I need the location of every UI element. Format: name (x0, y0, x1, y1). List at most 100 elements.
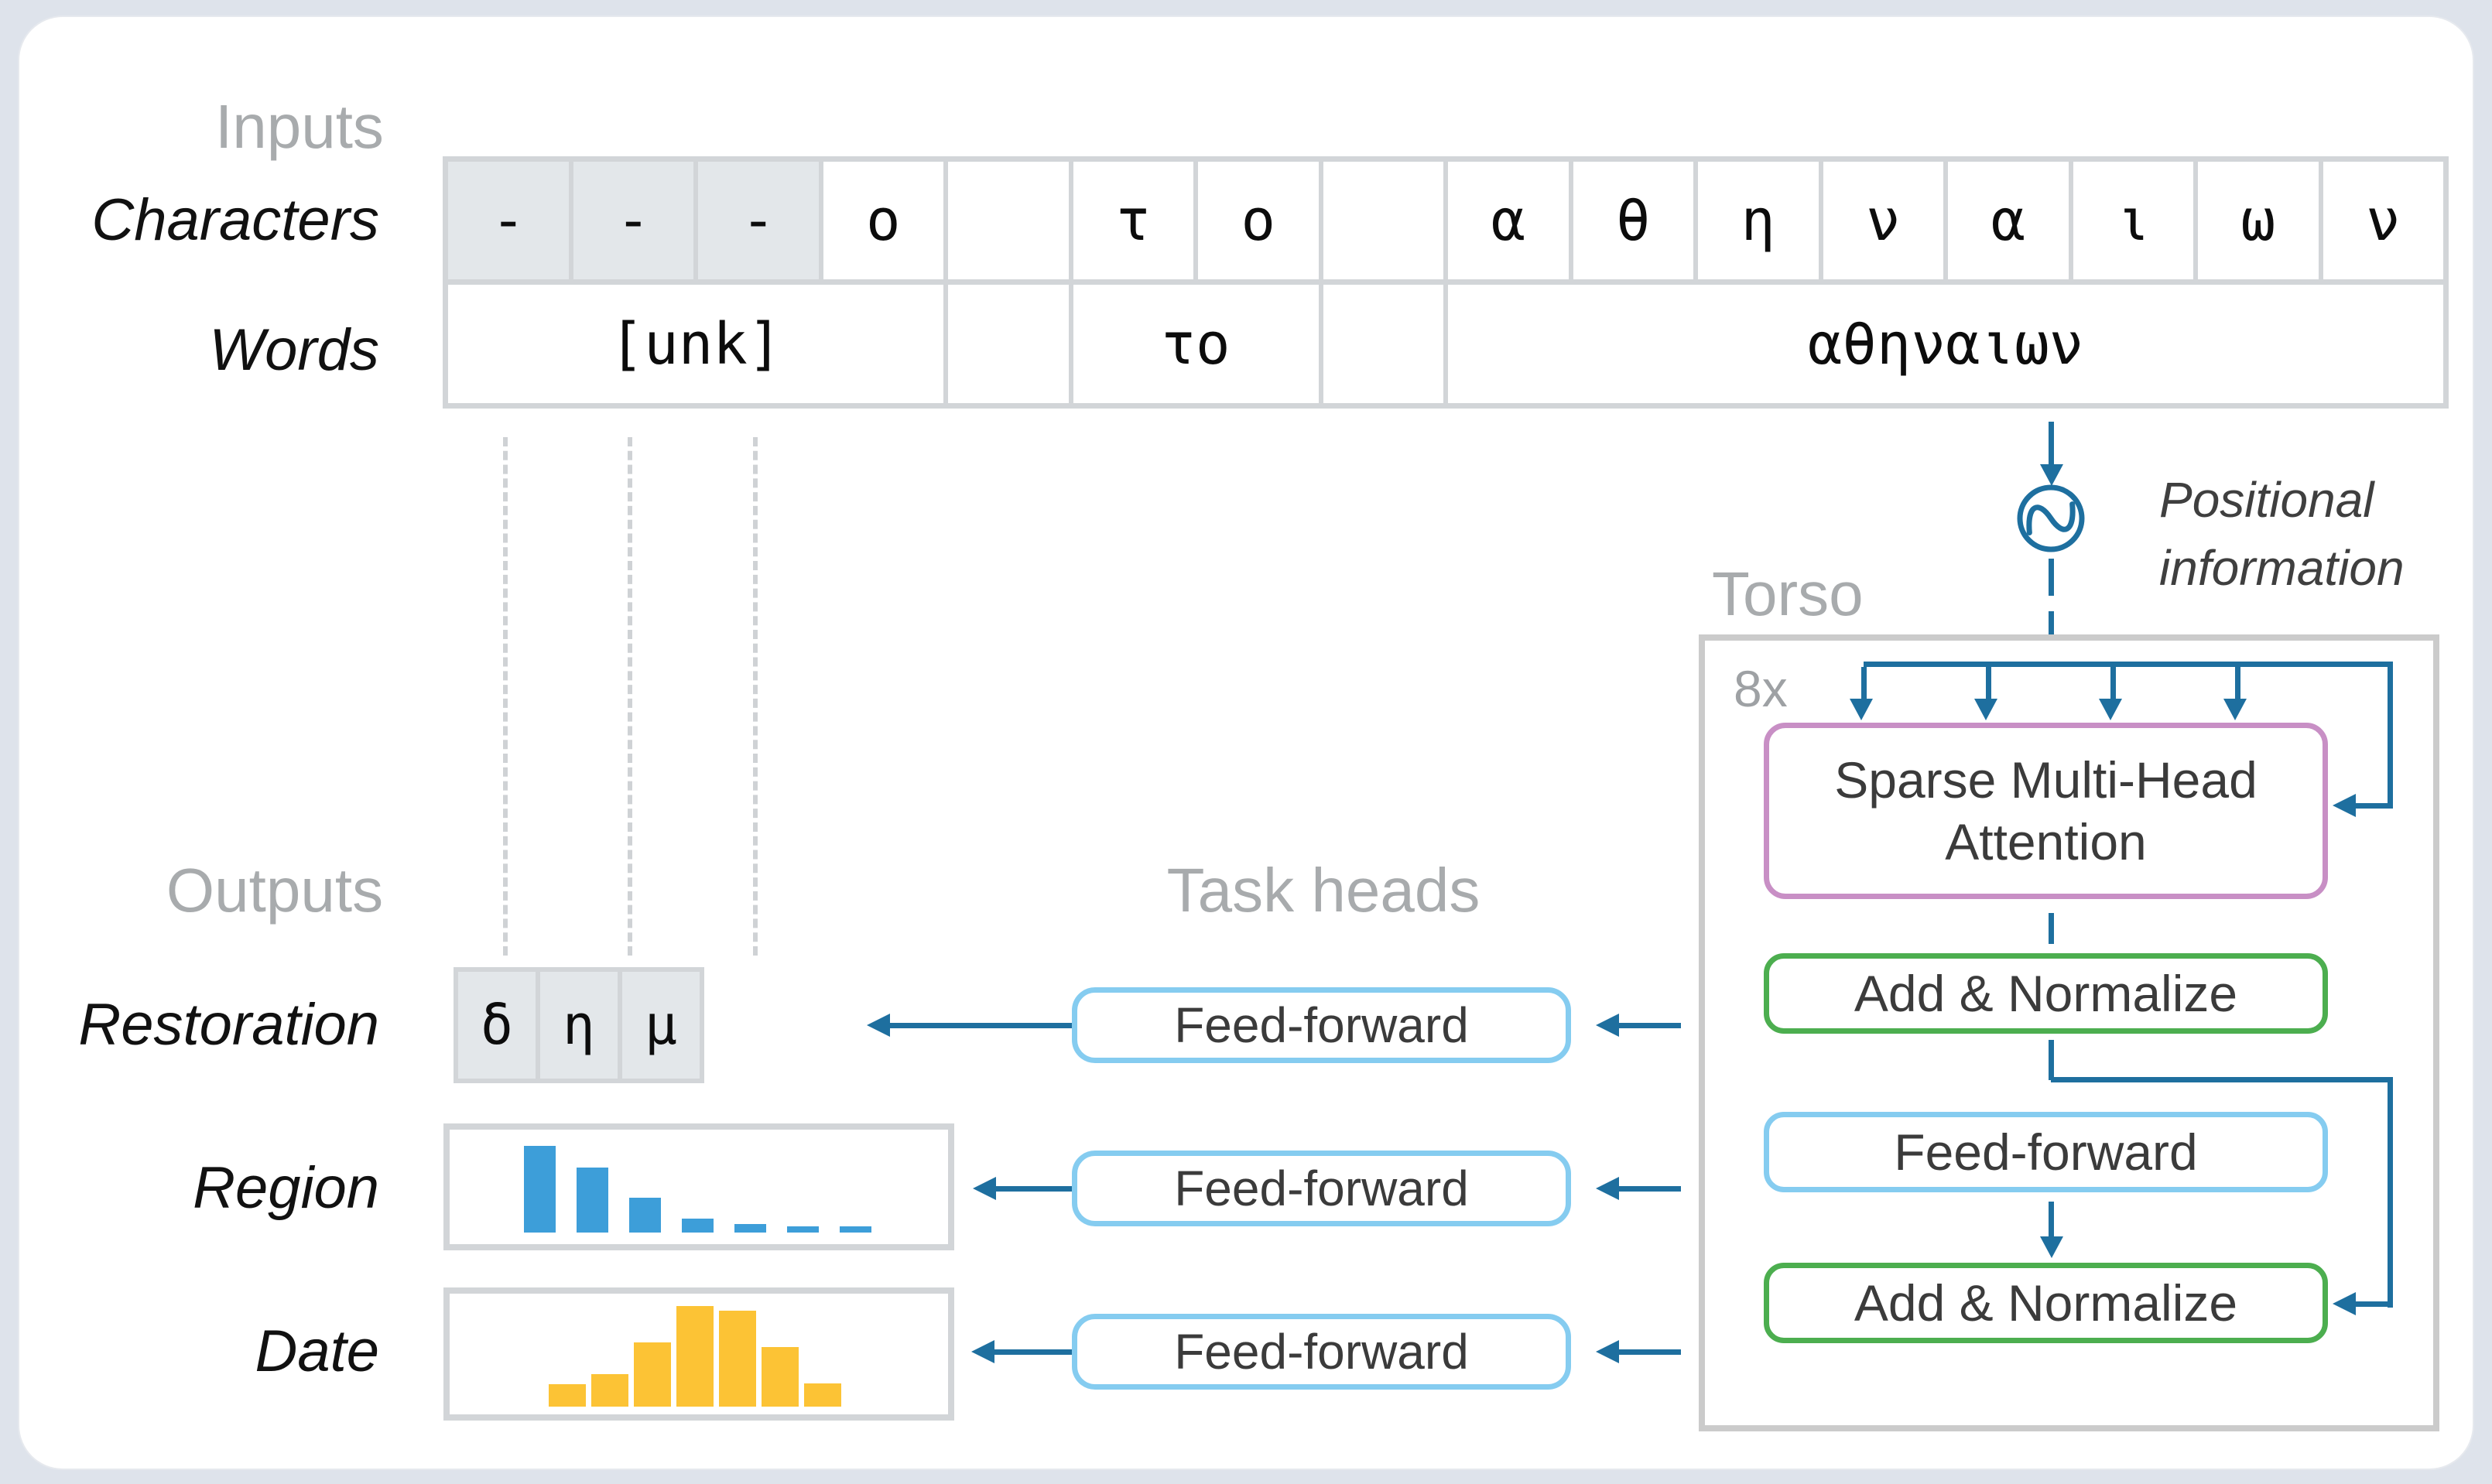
fan-arrow-stem (2110, 667, 2116, 700)
torso-to-head-arrow (1619, 1023, 1681, 1028)
torso-to-head-arrow-icon (1596, 1177, 1619, 1200)
histogram-bar (840, 1226, 871, 1233)
date-histogram (443, 1287, 954, 1421)
fan-arrow-head-icon (1974, 699, 1997, 720)
attention-skip-line (2388, 662, 2393, 809)
task-heads-section-label: Task heads (1166, 856, 1480, 925)
histogram-bar (762, 1347, 799, 1407)
character-cell: ο (823, 162, 943, 279)
task-head-feed-forward-region: Feed-forward (1072, 1151, 1571, 1226)
residual-branch-stub (2049, 1040, 2054, 1080)
head-to-output-arrow-icon (867, 1014, 890, 1037)
characters-row-label: Characters (91, 187, 379, 253)
masked-drop-dash-line (628, 437, 632, 956)
torso-to-head-arrow (1619, 1186, 1681, 1192)
residual-skip-line (2388, 1077, 2393, 1308)
word-cell: αθηναιων (1448, 285, 2443, 403)
character-cell: ν (1823, 162, 1943, 279)
outputs-section-label: Outputs (166, 856, 384, 925)
character-cell: η (1698, 162, 1819, 279)
connector-dash (2049, 913, 2054, 944)
histogram-bar (787, 1226, 819, 1233)
histogram-bar (734, 1224, 766, 1233)
word-gap-cell (1323, 285, 1443, 403)
histogram-bar (629, 1198, 661, 1233)
add-normalize-box-1: Add & Normalize (1764, 953, 2328, 1034)
torso-to-head-arrow-icon (1596, 1340, 1619, 1363)
fan-arrow-head-icon (1850, 699, 1873, 720)
task-head-feed-forward-restoration: Feed-forward (1072, 987, 1571, 1063)
character-cell: ο (1198, 162, 1319, 279)
restoration-token-cell: μ (622, 972, 700, 1079)
character-cell: α (1948, 162, 2069, 279)
word-cell: [unk] (448, 285, 943, 403)
histogram-bar (719, 1311, 756, 1407)
character-cell (1323, 162, 1443, 279)
region-row-label: Region (193, 1155, 379, 1221)
torso-section-label: Torso (1712, 559, 1864, 628)
histogram-bar (524, 1146, 556, 1233)
date-row-label: Date (255, 1318, 379, 1384)
residual-skip-arrow-icon (2333, 1292, 2356, 1315)
head-to-output-arrow (890, 1023, 1072, 1028)
words-row: [unk] το αθηναιων (448, 285, 2443, 403)
histogram-bar (682, 1219, 714, 1233)
fan-arrow-head-icon (2223, 699, 2247, 720)
positional-arrow-stem (2049, 422, 2054, 467)
fan-arrow-stem (2235, 667, 2240, 700)
torso-to-head-arrow-icon (1596, 1014, 1619, 1037)
masked-drop-dash-line (503, 437, 508, 956)
region-histogram (443, 1123, 954, 1250)
masked-character-cell: - (573, 162, 693, 279)
restoration-token-cell: δ (458, 972, 536, 1079)
fan-out-line (1864, 662, 2393, 667)
fan-arrow-stem (1986, 667, 1991, 700)
histogram-bar (804, 1383, 841, 1407)
histogram-bar (577, 1168, 608, 1233)
attention-skip-arrow-icon (2333, 794, 2356, 817)
words-row-label: Words (209, 317, 379, 383)
fan-arrow-stem (1861, 667, 1867, 700)
inputs-section-label: Inputs (215, 92, 384, 161)
residual-skip-line (2051, 1077, 2393, 1082)
add-normalize-box-2: Add & Normalize (1764, 1263, 2328, 1343)
torso-feed-forward-box: Feed-forward (1764, 1112, 2328, 1192)
histogram-bar (549, 1384, 586, 1407)
attention-skip-line (2354, 803, 2393, 809)
repeat-count-label: 8x (1734, 660, 1788, 717)
positional-arrow-head-icon (2040, 464, 2063, 486)
torso-to-head-arrow (1619, 1349, 1681, 1355)
task-head-feed-forward-date: Feed-forward (1072, 1314, 1571, 1390)
restoration-row-label: Restoration (78, 992, 379, 1058)
character-cell: ι (2073, 162, 2193, 279)
masked-drop-dash-line (753, 437, 758, 956)
character-cell: θ (1573, 162, 1693, 279)
character-cell: τ (1073, 162, 1193, 279)
character-cell: α (1448, 162, 1569, 279)
fan-arrow-head-icon (2099, 699, 2122, 720)
positional-information-label: Positional information (2159, 472, 2405, 596)
restoration-token-cell: η (540, 972, 618, 1079)
masked-character-cell: - (448, 162, 569, 279)
ff-to-addnorm-arrow-icon (2040, 1236, 2063, 1258)
sine-wave-circle-icon (2014, 481, 2088, 559)
character-cell (948, 162, 1069, 279)
sparse-multi-head-attention-box: Sparse Multi-Head Attention (1764, 723, 2328, 899)
ff-to-addnorm-arrow-stem (2049, 1202, 2054, 1239)
character-cell: ω (2198, 162, 2319, 279)
head-to-output-arrow-icon (973, 1177, 996, 1200)
head-to-output-arrow-icon (971, 1340, 994, 1363)
character-cell: ν (2323, 162, 2443, 279)
word-cell: το (1073, 285, 1319, 403)
word-gap-cell (948, 285, 1069, 403)
masked-character-cell: - (698, 162, 819, 279)
head-to-output-arrow (994, 1349, 1072, 1355)
head-to-output-arrow (996, 1186, 1072, 1192)
histogram-bar (676, 1306, 714, 1407)
residual-skip-line (2354, 1301, 2393, 1307)
histogram-bar (591, 1374, 628, 1407)
